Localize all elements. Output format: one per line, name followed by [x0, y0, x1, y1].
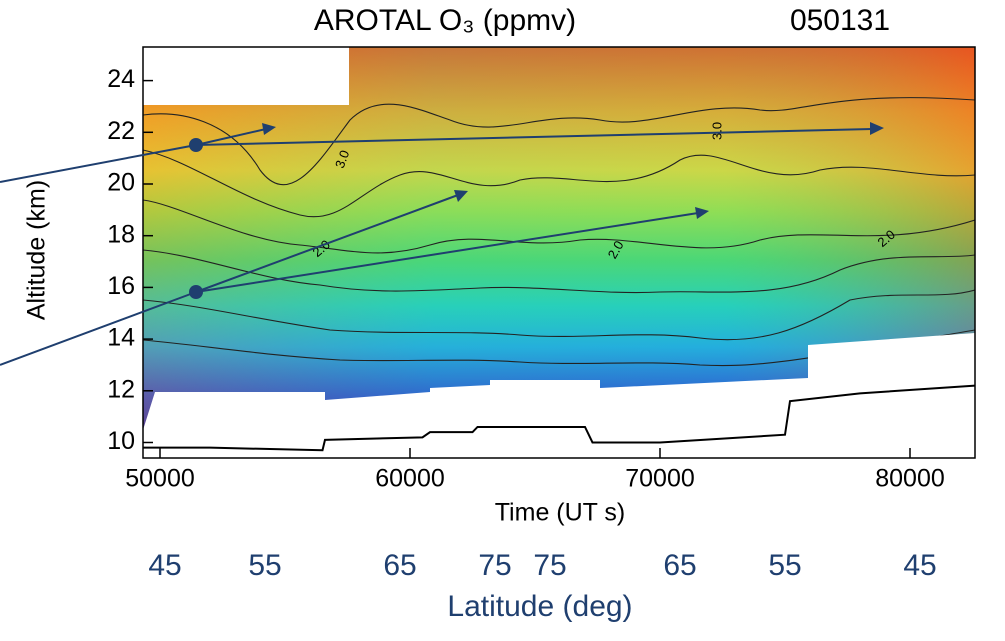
pointer-line	[0, 291, 197, 366]
latitude-label: 65	[663, 549, 696, 582]
arrow	[195, 194, 459, 293]
contour-line	[143, 199, 975, 254]
latitude-label: 75	[478, 549, 511, 582]
latitude-label: 45	[148, 549, 181, 582]
contour-line	[143, 249, 975, 294]
arrow-head	[870, 122, 884, 135]
arrow-head	[695, 207, 709, 219]
latitude-title: Latitude (deg)	[447, 590, 632, 623]
ozone-field	[143, 47, 975, 458]
x-axis-label: Time (UT s)	[495, 499, 626, 527]
latitude-label: 55	[248, 549, 281, 582]
y-tick-label: 12	[107, 375, 135, 403]
arrow-head	[262, 123, 276, 135]
contour-line	[143, 97, 975, 186]
latitude-label: 75	[533, 549, 566, 582]
chart-title: AROTAL O₃ (ppmv)	[314, 4, 576, 37]
x-tick-label: 60000	[375, 465, 445, 493]
contour-line	[143, 149, 975, 218]
x-tick-label: 50000	[125, 465, 195, 493]
y-tick-label: 24	[107, 65, 135, 93]
y-tick-label: 22	[107, 117, 135, 145]
contour-label: 3.0	[709, 122, 724, 140]
y-axis-label: Altitude (km)	[23, 180, 51, 320]
tropopause-line	[143, 384, 976, 452]
no-data-top	[143, 47, 349, 105]
y-tick-label: 16	[107, 272, 135, 300]
y-tick-label: 14	[107, 324, 135, 352]
x-tick-label: 70000	[625, 465, 695, 493]
arrow	[195, 128, 873, 146]
date-label: 050131	[790, 4, 890, 37]
arrow	[195, 212, 699, 293]
pointer-line	[0, 144, 197, 183]
latitude-label: 45	[903, 549, 936, 582]
contour-line	[143, 289, 975, 341]
arrow	[195, 128, 267, 146]
no-data-bottom	[143, 333, 975, 458]
latitude-label: 65	[383, 549, 416, 582]
contour-label: 3.0	[332, 148, 352, 170]
point-marker	[189, 138, 203, 152]
annotation-arrows	[0, 122, 884, 366]
point-marker	[189, 285, 203, 299]
latitude-label: 55	[768, 549, 801, 582]
contour-line	[143, 329, 975, 367]
x-tick-label: 80000	[875, 465, 945, 493]
y-tick-label: 18	[107, 220, 135, 248]
y-tick-label: 10	[107, 427, 135, 455]
arrow-head	[454, 190, 468, 202]
plot-frame	[142, 46, 976, 459]
y-tick-label: 20	[107, 169, 135, 197]
